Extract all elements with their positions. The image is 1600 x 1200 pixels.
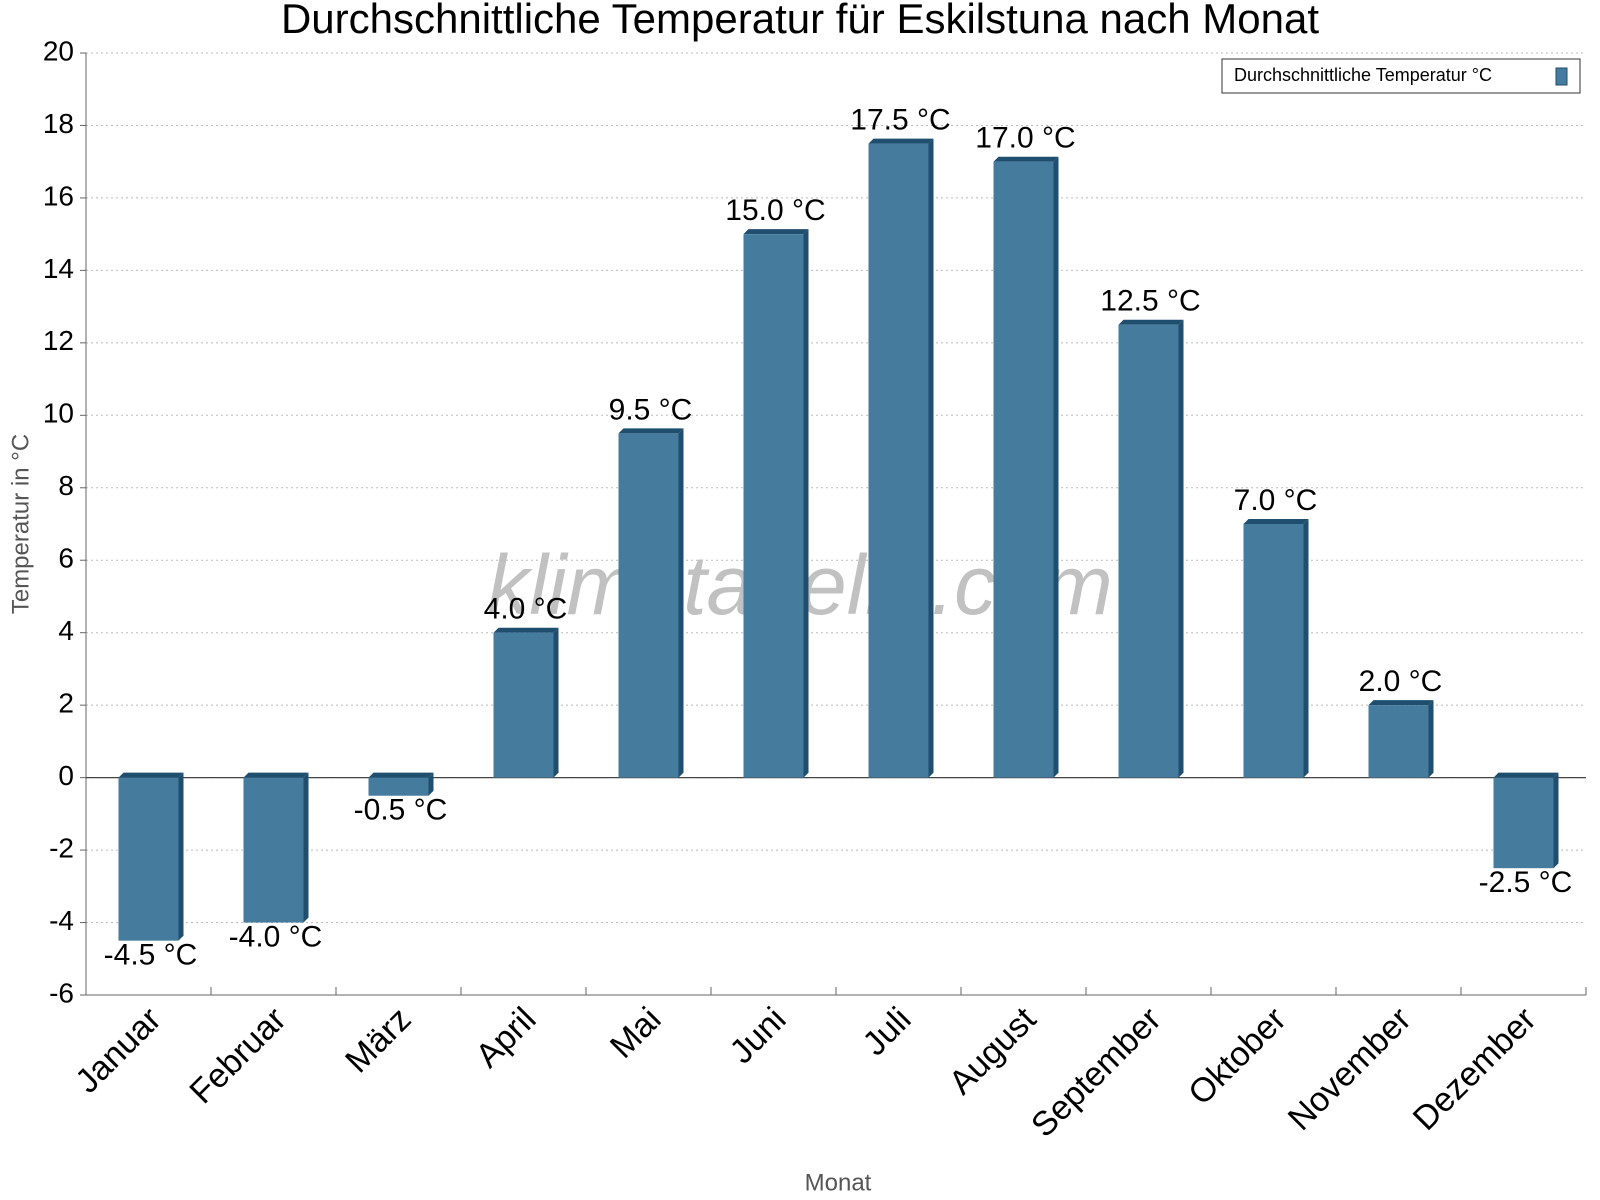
bar bbox=[1118, 324, 1179, 778]
x-tick-label: November bbox=[1281, 1000, 1419, 1138]
bar-top bbox=[1493, 772, 1559, 778]
bar-top bbox=[368, 772, 434, 778]
legend-box bbox=[1221, 58, 1581, 94]
bar-top bbox=[618, 428, 684, 434]
data-label: 17.0 °C bbox=[975, 122, 1075, 155]
bar bbox=[868, 143, 929, 778]
x-tick-label: September bbox=[1024, 1000, 1168, 1144]
y-tick-label: 2 bbox=[58, 688, 74, 719]
bar bbox=[493, 632, 554, 778]
x-tick-label: Juni bbox=[723, 1000, 794, 1071]
data-label: 4.0 °C bbox=[484, 593, 568, 626]
data-label: 7.0 °C bbox=[1234, 484, 1318, 517]
bar-side bbox=[803, 229, 809, 778]
data-label: -4.0 °C bbox=[229, 920, 323, 953]
bar-top bbox=[243, 772, 309, 778]
bar bbox=[1368, 705, 1429, 778]
bar bbox=[368, 777, 429, 796]
x-tick-label: August bbox=[942, 1000, 1044, 1102]
x-tick-label: Mai bbox=[603, 1000, 669, 1066]
x-axis-title: Monat bbox=[805, 1169, 872, 1196]
bar bbox=[1493, 777, 1554, 869]
bar-top bbox=[118, 772, 184, 778]
y-tick-label: 18 bbox=[43, 108, 74, 139]
bar-side bbox=[553, 627, 559, 778]
data-label: -0.5 °C bbox=[354, 794, 448, 827]
bar-side bbox=[1428, 700, 1434, 778]
legend-swatch bbox=[1555, 67, 1568, 86]
bar-top bbox=[743, 229, 809, 235]
bar bbox=[993, 161, 1054, 778]
bar-side bbox=[678, 428, 684, 778]
bar-side bbox=[928, 138, 934, 778]
bar-side bbox=[1053, 156, 1059, 778]
bar bbox=[743, 234, 804, 778]
bar-side bbox=[428, 772, 434, 796]
bar-top bbox=[993, 156, 1059, 162]
x-tick-label: Februar bbox=[182, 1000, 293, 1111]
bar bbox=[118, 777, 179, 941]
y-tick-label: -4 bbox=[49, 905, 74, 936]
y-tick-label: 0 bbox=[58, 760, 74, 791]
legend-label: Durchschnittliche Temperatur °C bbox=[1234, 65, 1492, 85]
data-label: -2.5 °C bbox=[1479, 866, 1573, 899]
bar bbox=[1243, 524, 1304, 778]
bar bbox=[618, 433, 679, 778]
y-tick-label: 20 bbox=[43, 35, 74, 66]
chart-title: Durchschnittliche Temperatur für Eskilst… bbox=[281, 0, 1319, 42]
x-tick-label: Dezember bbox=[1406, 1000, 1544, 1138]
bar-side bbox=[178, 772, 184, 941]
bar-top bbox=[1118, 319, 1184, 325]
data-label: 17.5 °C bbox=[850, 103, 950, 136]
bar-side bbox=[1178, 319, 1184, 778]
data-label: 12.5 °C bbox=[1100, 285, 1200, 318]
data-label: -4.5 °C bbox=[104, 939, 198, 972]
bar-top bbox=[493, 627, 559, 633]
x-tick-label: Januar bbox=[68, 1000, 168, 1100]
data-label: 2.0 °C bbox=[1359, 665, 1443, 698]
bar-top bbox=[868, 138, 934, 144]
x-tick-label: Oktober bbox=[1181, 1000, 1293, 1112]
data-label: 9.5 °C bbox=[609, 393, 693, 426]
bar-top bbox=[1368, 700, 1434, 706]
data-label: 15.0 °C bbox=[725, 194, 825, 227]
x-tick-label: Juli bbox=[856, 1000, 919, 1063]
y-tick-label: -2 bbox=[49, 832, 74, 863]
y-tick-label: 10 bbox=[43, 398, 74, 429]
y-tick-label: 8 bbox=[58, 470, 74, 501]
bar-side bbox=[1303, 519, 1309, 778]
bar-side bbox=[1553, 772, 1559, 869]
y-tick-label: 14 bbox=[43, 253, 74, 284]
y-axis-title: Temperatur in °C bbox=[7, 434, 34, 614]
y-tick-label: -6 bbox=[49, 977, 74, 1008]
bar-side bbox=[303, 772, 309, 923]
y-tick-label: 4 bbox=[58, 615, 74, 646]
bar bbox=[243, 777, 304, 923]
bar-top bbox=[1243, 519, 1309, 524]
y-tick-label: 16 bbox=[43, 180, 74, 211]
x-tick-label: März bbox=[338, 1000, 418, 1080]
y-tick-label: 6 bbox=[58, 543, 74, 574]
y-tick-label: 12 bbox=[43, 325, 74, 356]
x-tick-label: April bbox=[469, 1000, 544, 1075]
